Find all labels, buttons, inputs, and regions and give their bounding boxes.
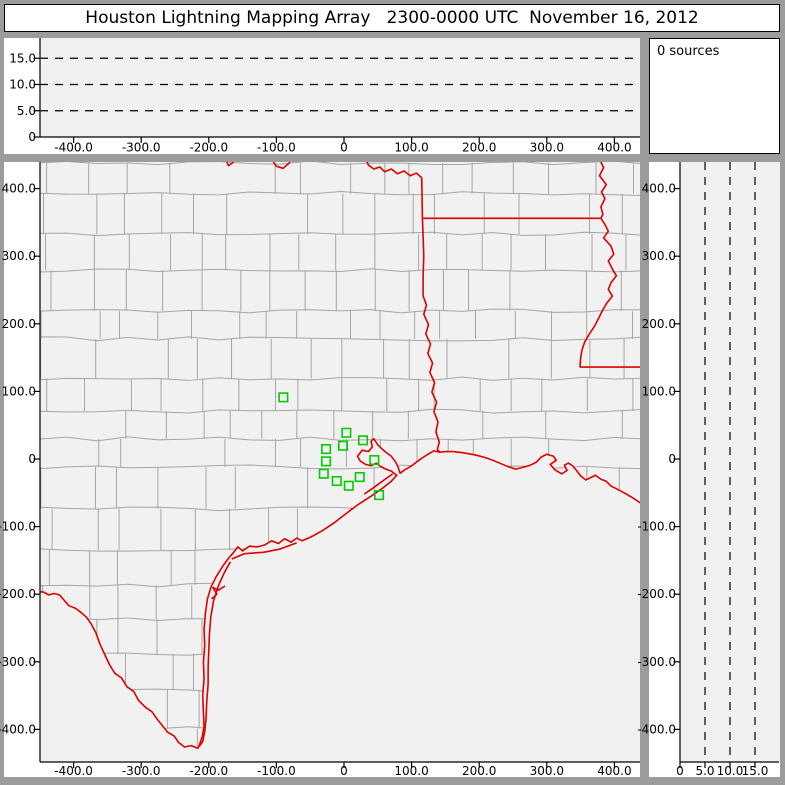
ew-tick-label: -400.0: [54, 141, 93, 155]
window-title: Houston Lightning Mapping Array 2300-000…: [4, 4, 780, 32]
state-borders: [40, 162, 640, 750]
ew-tick-label: -400.0: [54, 764, 93, 778]
county-line: [40, 336, 640, 342]
ew-tick-label: -100.0: [257, 764, 296, 778]
altitude-tick-label: 0: [676, 764, 684, 778]
ns-tick-label: -200.0: [637, 587, 676, 601]
ns-tick-label: 100.0: [2, 384, 36, 398]
padre-island-barrier: [198, 561, 232, 747]
ns-tick-label: 100.0: [642, 384, 676, 398]
mississippi-river: [579, 162, 618, 368]
red-river: [366, 162, 423, 179]
county-line: [40, 162, 640, 166]
ns-tick-label: -100.0: [637, 520, 676, 534]
lma-station-marker: [354, 471, 365, 483]
red-river-dip-2: [272, 162, 291, 170]
ns-tick-label: 400.0: [2, 182, 36, 196]
ns-tick-label: -300.0: [637, 655, 676, 669]
lma-station-marker: [357, 435, 369, 446]
rio-grande: [40, 590, 199, 750]
gulf-coastline: [197, 437, 640, 749]
ew-tick-label: 100.0: [394, 764, 428, 778]
lma-stations: [278, 392, 385, 501]
ew-tick-label: 300.0: [530, 764, 564, 778]
ns-tick-label: -100.0: [0, 520, 36, 534]
ns-tick-label: -300.0: [0, 655, 36, 669]
ew-tick-label: 200.0: [462, 764, 496, 778]
ew-tick-label: 100.0: [394, 141, 428, 155]
altitude-tick-label: 10.0: [717, 764, 744, 778]
lma-station-marker: [343, 480, 354, 491]
altitude-tick-label: 15.0: [9, 51, 36, 65]
altitude-tick-label: 10.0: [9, 78, 36, 92]
ns-tick-label: 0: [28, 452, 36, 466]
altitude-tick-label: 5.0: [695, 764, 714, 778]
county-line: [40, 376, 640, 381]
county-line: [40, 231, 640, 237]
lma-station-marker: [331, 475, 342, 487]
tx-ar-border: [420, 177, 424, 219]
ew-tick-label: 400.0: [597, 141, 631, 155]
map-plot-area[interactable]: [40, 162, 640, 762]
matagorda-barrier: [231, 542, 297, 560]
county-line: [40, 308, 640, 314]
lma-station-marker: [318, 468, 329, 479]
lma-station-marker: [278, 392, 289, 403]
lma-station-marker: [321, 456, 332, 467]
lma-station-marker: [369, 455, 380, 466]
county-line: [40, 268, 640, 273]
ew-tick-label: 300.0: [530, 141, 564, 155]
county-line: [40, 408, 640, 414]
lma-station-marker: [321, 443, 332, 455]
sources-count-panel: 0 sources: [649, 38, 780, 154]
tx-la-border-sabine: [421, 218, 441, 453]
ns-tick-label: 0: [668, 452, 676, 466]
ns-tick-label: 200.0: [2, 317, 36, 331]
sources-count-label: 0 sources: [657, 44, 720, 59]
altitude-tick-label: 15.0: [742, 764, 769, 778]
ew-tick-label: 0: [340, 141, 348, 155]
ns-tick-label: -200.0: [0, 587, 36, 601]
ew-tick-label: -300.0: [122, 141, 161, 155]
ns-tick-label: 300.0: [642, 249, 676, 263]
lma-station-marker: [341, 427, 352, 438]
ew-tick-label: 200.0: [462, 141, 496, 155]
ns-tick-label: -400.0: [0, 722, 36, 736]
county-line: [40, 436, 640, 442]
ew-tick-label: -200.0: [189, 764, 228, 778]
ew-tick-label: 0: [340, 764, 348, 778]
lma-station-marker: [374, 490, 385, 501]
corpus-christi-bay: [210, 585, 226, 600]
altitude-tick-label: 0: [28, 130, 36, 144]
altitude-tick-label: 5.0: [17, 104, 36, 118]
ew-tick-label: 400.0: [597, 764, 631, 778]
ew-tick-label: -100.0: [257, 141, 296, 155]
ns-tick-label: -400.0: [637, 722, 676, 736]
ew-tick-label: -200.0: [189, 141, 228, 155]
altitude-time-plot-area[interactable]: [40, 38, 640, 137]
ns-tick-label: 300.0: [2, 249, 36, 263]
county-line: [40, 190, 640, 197]
galveston-island: [363, 473, 394, 495]
ns-tick-label: 400.0: [642, 182, 676, 196]
ns-tick-label: 200.0: [642, 317, 676, 331]
red-river-dip-1: [226, 162, 234, 167]
ew-tick-label: -300.0: [122, 764, 161, 778]
lma-station-marker: [337, 440, 349, 451]
